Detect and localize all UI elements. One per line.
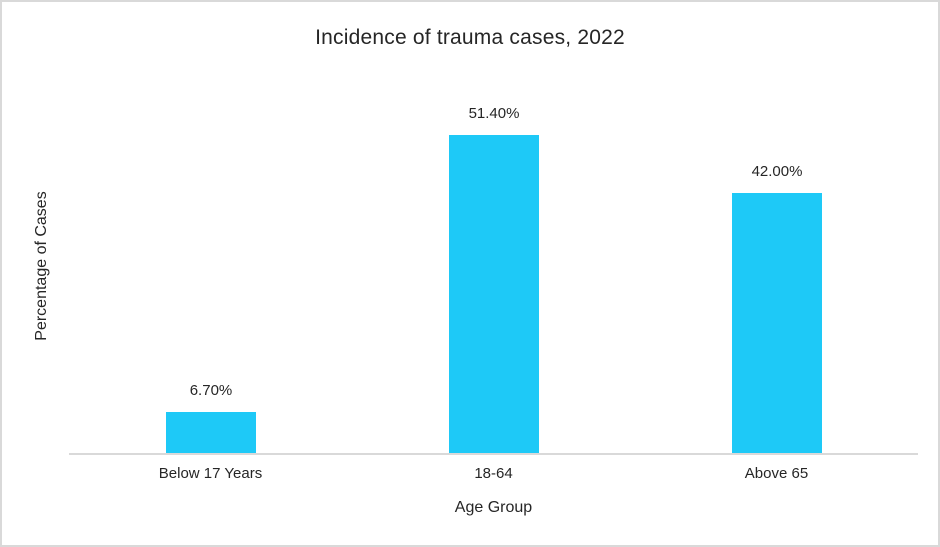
category-label: Above 65 [744, 465, 809, 482]
x-axis-title: Age Group [454, 499, 533, 516]
bar-18-64 [449, 135, 539, 453]
plot-area: 6.70% 51.40% 42.00% [69, 82, 918, 453]
x-axis-line [69, 453, 918, 455]
data-label: 51.40% [468, 105, 520, 122]
chart-title: Incidence of trauma cases, 2022 [315, 26, 625, 49]
data-label: 42.00% [751, 163, 803, 180]
bar-below-17-years [166, 412, 256, 453]
x-axis-labels: Below 17 Years 18-64 Above 65 [69, 465, 918, 482]
y-axis-title: Percentage of Cases [33, 191, 50, 341]
data-label: 6.70% [189, 382, 233, 399]
category-label: Below 17 Years [158, 465, 263, 482]
category-label: 18-64 [474, 465, 513, 482]
bar-above-65 [732, 193, 822, 453]
